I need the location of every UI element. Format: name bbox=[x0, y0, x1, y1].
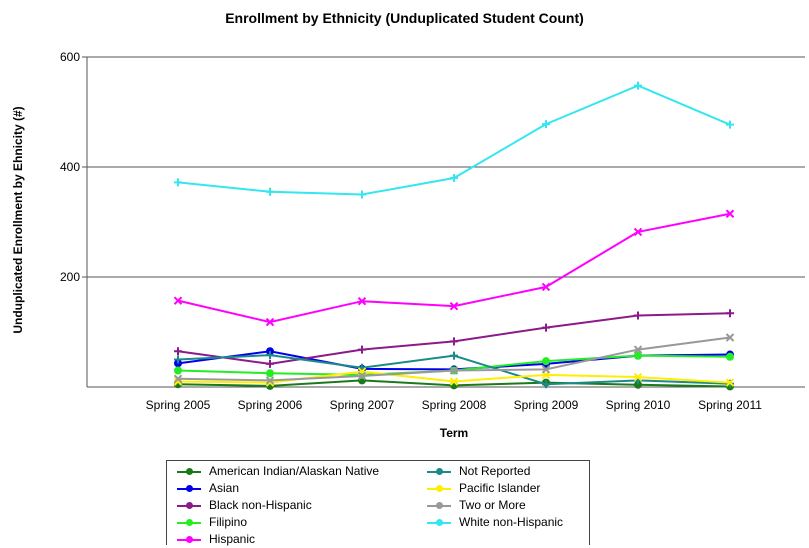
legend-swatch bbox=[177, 535, 201, 545]
data-point bbox=[725, 378, 735, 387]
legend-label: Pacific Islander bbox=[459, 481, 541, 495]
legend-swatch bbox=[177, 518, 201, 528]
data-point bbox=[266, 351, 274, 360]
legend-label: American Indian/Alaskan Native bbox=[209, 464, 380, 478]
data-point bbox=[174, 347, 182, 356]
legend-label: Filipino bbox=[209, 515, 248, 529]
x-tick-label: Spring 2010 bbox=[606, 398, 671, 412]
y-tick-label: 600 bbox=[60, 50, 80, 64]
series-white-non-hispanic bbox=[174, 81, 734, 199]
data-point bbox=[542, 120, 550, 129]
legend-swatch bbox=[427, 467, 451, 477]
x-axis-label: Term bbox=[440, 426, 468, 440]
x-tick-label: Spring 2009 bbox=[514, 398, 579, 412]
legend-item: Pacific Islander bbox=[427, 480, 540, 497]
x-tick-label: Spring 2006 bbox=[238, 398, 303, 412]
data-point bbox=[634, 351, 642, 360]
data-point bbox=[542, 357, 550, 366]
x-tick-label: Spring 2007 bbox=[330, 398, 395, 412]
data-point bbox=[634, 311, 642, 320]
data-point bbox=[358, 345, 366, 354]
data-point bbox=[265, 376, 275, 385]
legend-item: Two or More bbox=[427, 497, 526, 514]
legend-item: Black non-Hispanic bbox=[177, 497, 312, 514]
series-hispanic bbox=[173, 209, 735, 327]
data-point bbox=[450, 351, 458, 360]
legend-label: Not Reported bbox=[459, 464, 531, 478]
x-tick-label: Spring 2005 bbox=[146, 398, 211, 412]
data-point bbox=[726, 309, 734, 318]
data-point bbox=[726, 120, 734, 129]
data-point bbox=[725, 333, 735, 342]
data-point bbox=[634, 81, 642, 90]
legend-swatch bbox=[177, 484, 201, 494]
legend-swatch bbox=[177, 501, 201, 511]
data-point bbox=[357, 371, 367, 381]
data-point bbox=[542, 323, 550, 332]
y-tick-label: 400 bbox=[60, 160, 80, 174]
legend-item: American Indian/Alaskan Native bbox=[177, 463, 379, 480]
legend-label: Hispanic bbox=[209, 532, 256, 546]
legend-label: Black non-Hispanic bbox=[209, 498, 312, 512]
x-tick-label: Spring 2008 bbox=[422, 398, 487, 412]
data-point bbox=[541, 365, 551, 374]
data-point bbox=[266, 369, 274, 378]
data-point bbox=[174, 366, 182, 375]
legend-item: Not Reported bbox=[427, 463, 530, 480]
legend-item: Filipino bbox=[177, 514, 247, 531]
data-point bbox=[449, 366, 459, 375]
legend-label: Asian bbox=[209, 481, 240, 495]
data-point bbox=[358, 190, 366, 199]
data-point bbox=[633, 345, 643, 354]
chart-legend: American Indian/Alaskan Native Asian Black… bbox=[166, 460, 590, 548]
data-point bbox=[449, 301, 459, 311]
series-lines bbox=[173, 81, 735, 391]
data-point bbox=[542, 380, 550, 389]
legend-item: Asian bbox=[177, 480, 239, 497]
data-point bbox=[174, 178, 182, 187]
legend-swatch bbox=[427, 484, 451, 494]
series-black-non-hispanic bbox=[174, 309, 734, 368]
data-point bbox=[541, 282, 551, 292]
x-tick-label: Spring 2011 bbox=[698, 398, 762, 412]
data-point bbox=[173, 374, 183, 383]
axes: 200 400 600 Spring 2005 Spring 2006 Spring 20… bbox=[60, 50, 805, 412]
legend-swatch bbox=[427, 518, 451, 528]
data-point bbox=[633, 372, 643, 382]
data-point bbox=[357, 296, 367, 306]
data-point bbox=[450, 174, 458, 182]
data-point bbox=[450, 337, 458, 346]
data-point bbox=[266, 187, 274, 196]
data-point bbox=[174, 355, 182, 364]
legend-label: Two or More bbox=[459, 498, 526, 512]
data-point bbox=[265, 317, 275, 327]
y-axis-label: Unduplicated Enrollment by Ehnicity (#) bbox=[11, 106, 25, 333]
gridlines bbox=[87, 56, 805, 278]
data-point bbox=[173, 296, 183, 305]
data-point bbox=[725, 209, 735, 218]
legend-item: White non-Hispanic bbox=[427, 514, 563, 531]
chart-title: Enrollment by Ethnicity (Unduplicated St… bbox=[225, 10, 584, 26]
data-point bbox=[266, 359, 274, 368]
data-point bbox=[633, 227, 643, 237]
legend-item: Hispanic bbox=[177, 531, 255, 548]
chart-plot: 200 400 600 Spring 2005 Spring 2006 Spring 20… bbox=[11, 50, 805, 440]
legend-swatch bbox=[177, 467, 201, 477]
data-point bbox=[449, 377, 459, 386]
y-tick-label: 200 bbox=[60, 270, 80, 284]
data-point bbox=[726, 352, 734, 361]
legend-label: White non-Hispanic bbox=[459, 515, 564, 529]
series-two-or-more bbox=[173, 333, 735, 385]
legend-swatch bbox=[427, 501, 451, 511]
